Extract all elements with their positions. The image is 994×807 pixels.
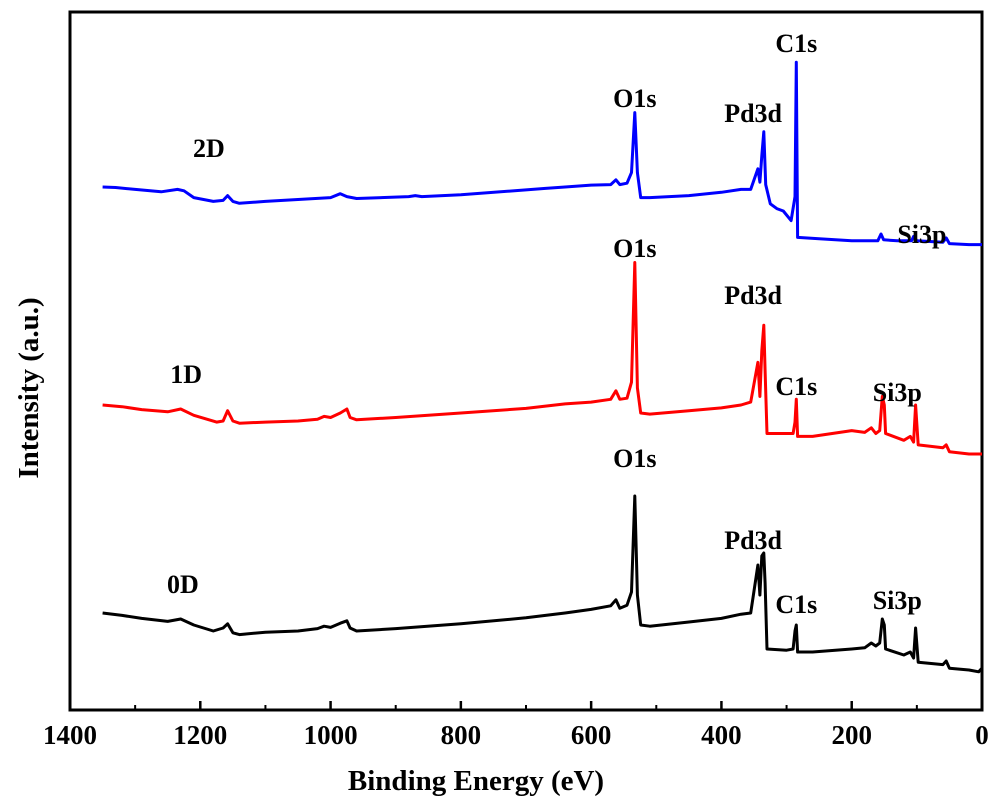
peak-label-c1s-1d: C1s [775, 372, 817, 401]
x-axis-title: Binding Energy (eV) [348, 765, 604, 797]
y-axis-title: Intensity (a.u.) [13, 297, 45, 478]
x-tick-label-600: 600 [571, 720, 612, 750]
peak-label-pd3d-2d: Pd3d [724, 99, 782, 128]
plot-frame [68, 10, 984, 712]
x-tick-label-1200: 1200 [173, 720, 227, 750]
x-tick-label-0: 0 [975, 720, 989, 750]
x-tick-label-1400: 1400 [43, 720, 97, 750]
peak-label-pd3d-1d: Pd3d [724, 281, 782, 310]
peak-label-si3p-1d: Si3p [873, 378, 922, 407]
series-label-1d: 1D [170, 360, 202, 389]
peak-label-pd3d-0d: Pd3d [724, 526, 782, 555]
peak-label-c1s-2d: C1s [775, 29, 817, 58]
peak-label-c1s-0d: C1s [775, 590, 817, 619]
series-label-0d: 0D [167, 570, 199, 599]
peak-label-si3p-2d: Si3p [897, 220, 946, 249]
x-axis-ticks: 1400 1200 1000 800 600 400 200 0 [43, 701, 989, 750]
series-labels: 2D 1D 0D [167, 134, 225, 599]
series-line-2d [102, 60, 982, 247]
x-tick-label-200: 200 [831, 720, 872, 750]
series-layer [102, 60, 984, 674]
series-line-0d [102, 494, 984, 674]
peak-label-o1s-0d: O1s [613, 444, 656, 473]
peak-labels: O1s Pd3d C1s Si3p O1s Pd3d C1s Si3p O1s Pd3d C1s Si… [613, 29, 946, 619]
series-label-2d: 2D [193, 134, 225, 163]
x-tick-label-400: 400 [701, 720, 742, 750]
peak-label-si3p-0d: Si3p [873, 586, 922, 615]
series-line-1d [102, 261, 982, 456]
peak-label-o1s-1d: O1s [613, 234, 656, 263]
x-tick-label-800: 800 [441, 720, 482, 750]
peak-label-o1s-2d: O1s [613, 84, 656, 113]
x-tick-label-1000: 1000 [304, 720, 358, 750]
